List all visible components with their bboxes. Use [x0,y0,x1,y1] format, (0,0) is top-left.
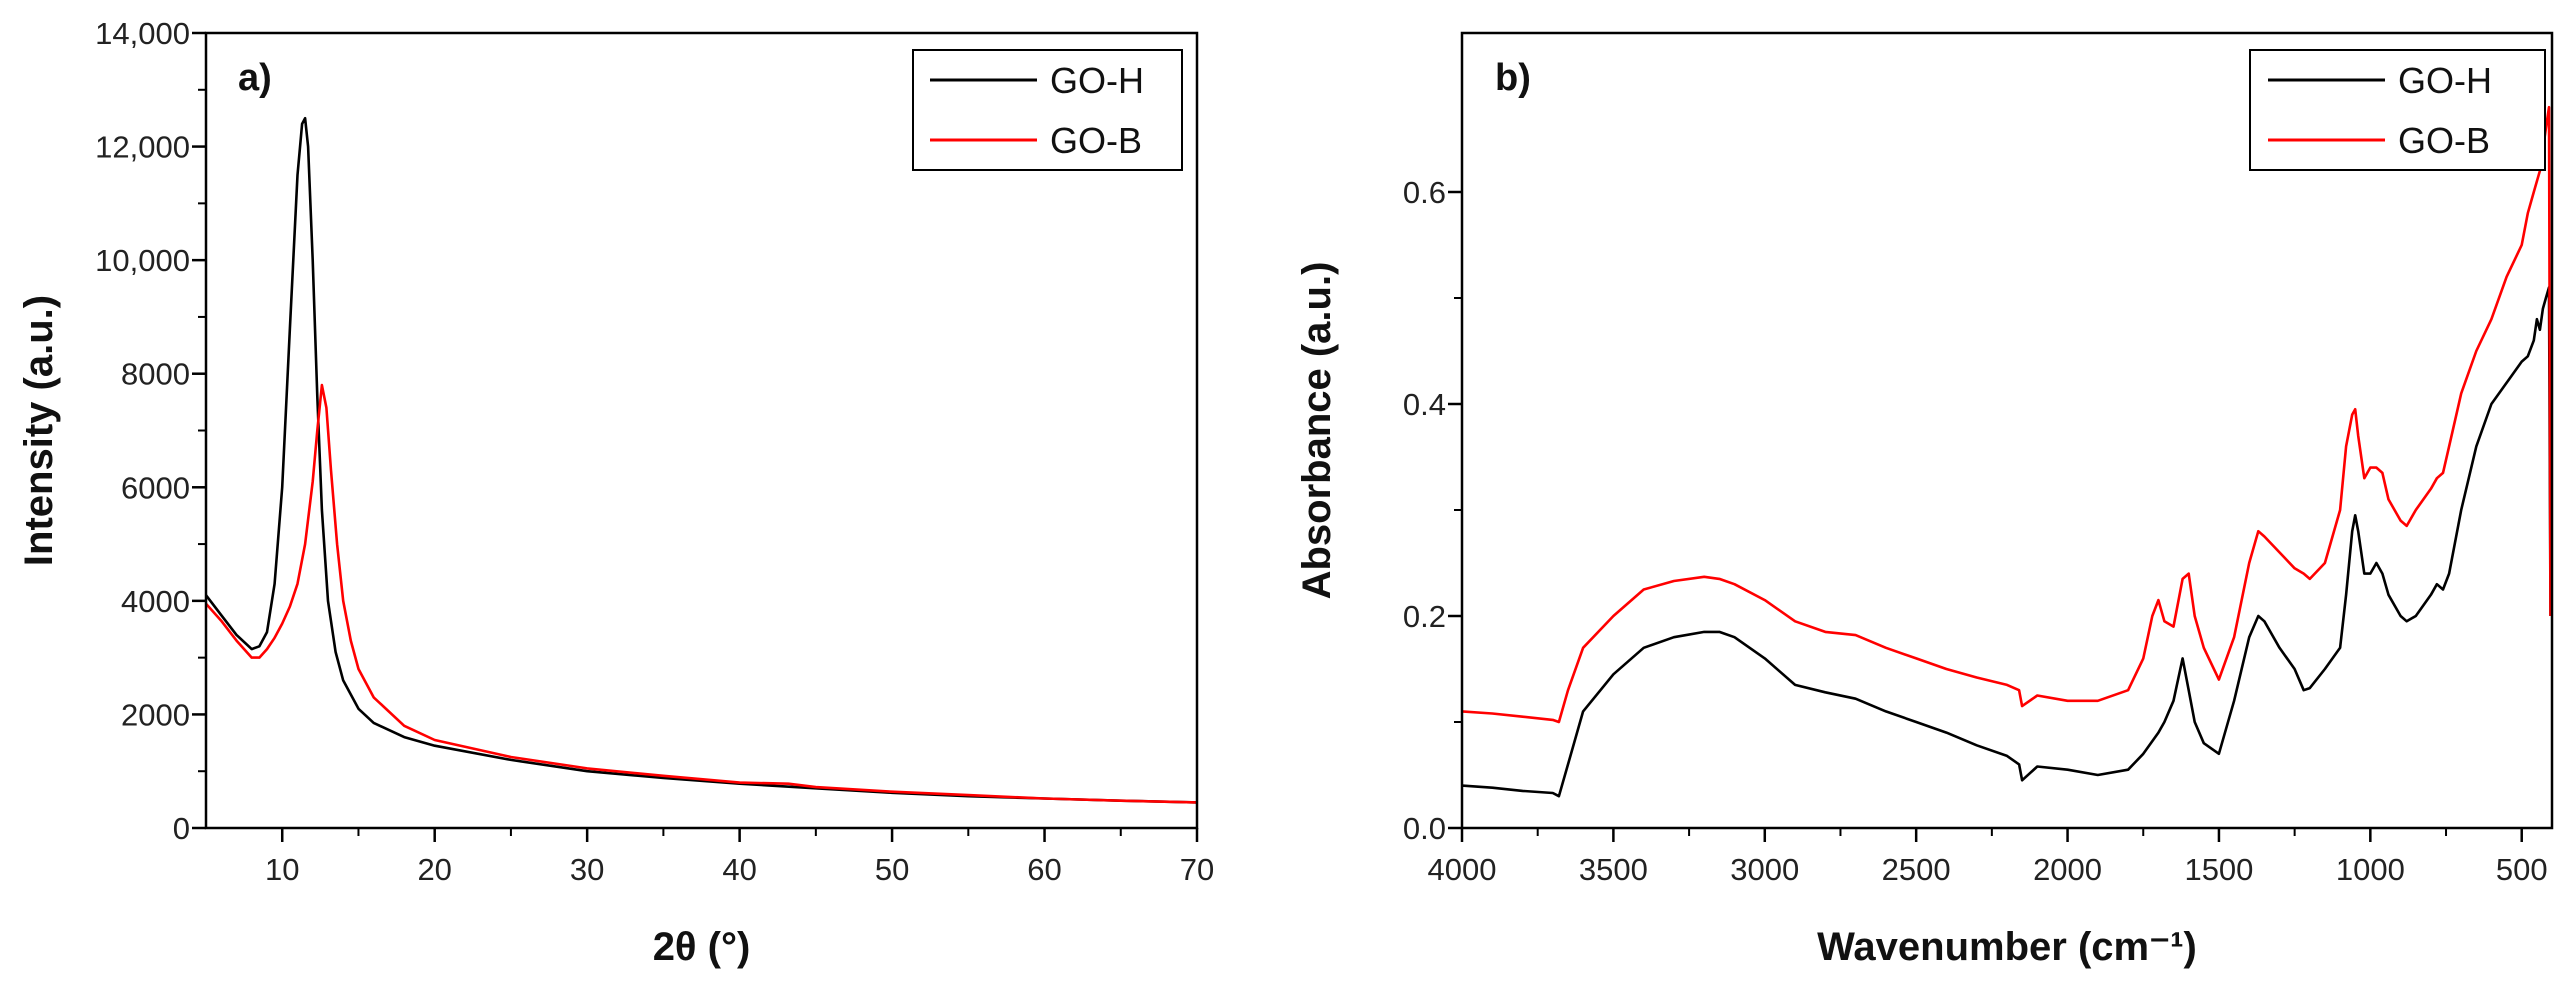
y-tick-label: 8000 [121,357,190,392]
y-axis-title: Intensity (a.u.) [17,295,61,566]
legend-box [912,49,1183,171]
legend-label-go-b: GO-B [2398,120,2490,161]
y-tick-label: 0.0 [1403,811,1446,846]
y-tick-label: 12,000 [95,130,190,165]
legend: GO-H GO-B [912,49,1183,171]
legend-label-go-h: GO-H [2398,60,2492,101]
series-line-go-b [206,383,1197,804]
y-tick-label: 0.6 [1403,175,1446,210]
y-tick-label: 4000 [121,584,190,619]
y-tick-label: 14,000 [95,16,190,51]
legend: GO-H GO-B [2249,49,2546,171]
panel-a-xrd-chart: 10 20 30 40 50 60 70 0 2000 4000 6000 8000 10,000 12,… [17,16,1214,969]
x-tick-label: 2500 [1882,852,1951,887]
plot-frame [1460,31,2554,830]
x-tick-label: 40 [722,852,756,887]
panel-label: a) [238,57,272,99]
y-tick-label: 10,000 [95,243,190,278]
x-tick-label: 70 [1180,852,1214,887]
y-tick-label: 0.2 [1403,599,1446,634]
x-axis-title: Wavenumber (cm⁻¹) [1817,925,2197,969]
panel-b-ftir-chart: 4000 3500 3000 2500 2000 1500 1000 500 0.0 0.2 0.4… [1295,31,2554,969]
legend-box [2249,49,2546,171]
legend-label-go-b: GO-B [1050,120,1142,161]
panel-label: b) [1495,57,1531,99]
legend-label-go-h: GO-H [1050,60,1144,101]
x-axis-title: 2θ (°) [653,925,751,969]
series-line-go-b [1462,105,2552,724]
x-tick-label: 10 [265,852,299,887]
y-tick-label: 2000 [121,697,190,732]
y-tick-label: 6000 [121,470,190,505]
x-tick-label: 2000 [2033,852,2102,887]
x-tick-label: 20 [417,852,451,887]
y-tick-label: 0 [173,811,190,846]
y-axis-title: Absorbance (a.u.) [1295,262,1339,600]
x-tick-label: 30 [570,852,604,887]
series-line-go-h [206,116,1197,804]
x-tick-label: 4000 [1428,852,1497,887]
x-tick-label: 1000 [2336,852,2405,887]
x-tick-label: 3500 [1579,852,1648,887]
series-line-go-h [1462,286,2552,798]
x-tick-label: 3000 [1730,852,1799,887]
x-tick-label: 50 [875,852,909,887]
x-tick-label: 500 [2496,852,2548,887]
y-tick-label: 0.4 [1403,387,1446,422]
x-tick-label: 1500 [2184,852,2253,887]
x-tick-label: 60 [1027,852,1061,887]
